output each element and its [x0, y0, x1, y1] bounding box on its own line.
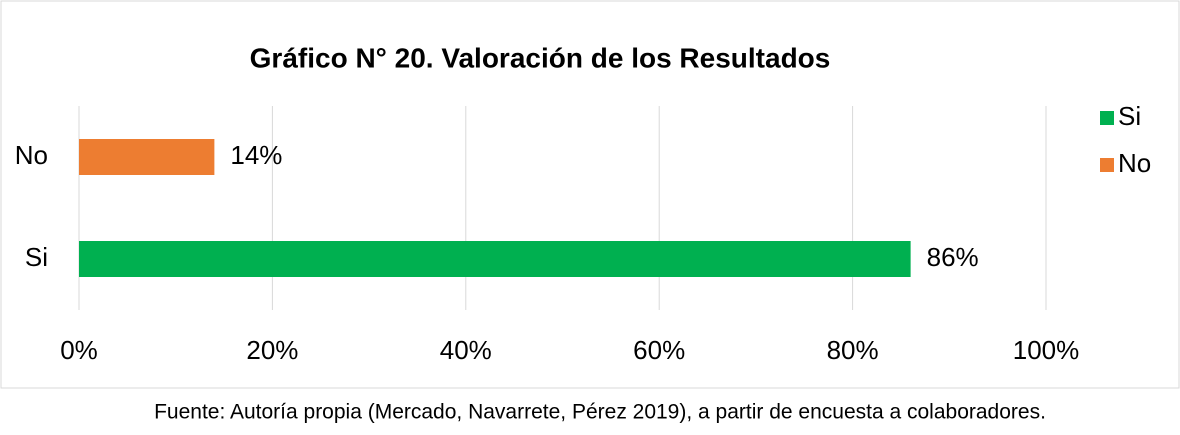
value-label: 86% — [927, 242, 979, 272]
legend-label: No — [1118, 148, 1151, 178]
chart-title: Gráfico N° 20. Valoración de los Resulta… — [250, 42, 831, 73]
legend-swatch — [1100, 111, 1114, 125]
y-tick-label: Si — [25, 242, 48, 272]
x-tick-label: 0% — [60, 335, 98, 365]
legend-label: Si — [1118, 101, 1141, 131]
bar — [79, 241, 911, 277]
x-tick-label: 100% — [1013, 335, 1080, 365]
value-label: 14% — [230, 140, 282, 170]
y-tick-label: No — [15, 140, 48, 170]
caption: Fuente: Autoría propia (Mercado, Navarre… — [154, 401, 1046, 424]
x-tick-label: 80% — [827, 335, 879, 365]
bar — [79, 139, 215, 175]
x-tick-label: 60% — [633, 335, 685, 365]
legend-swatch — [1100, 158, 1114, 172]
x-tick-label: 20% — [246, 335, 298, 365]
chart-border — [0, 0, 1180, 389]
x-tick-label: 40% — [440, 335, 492, 365]
